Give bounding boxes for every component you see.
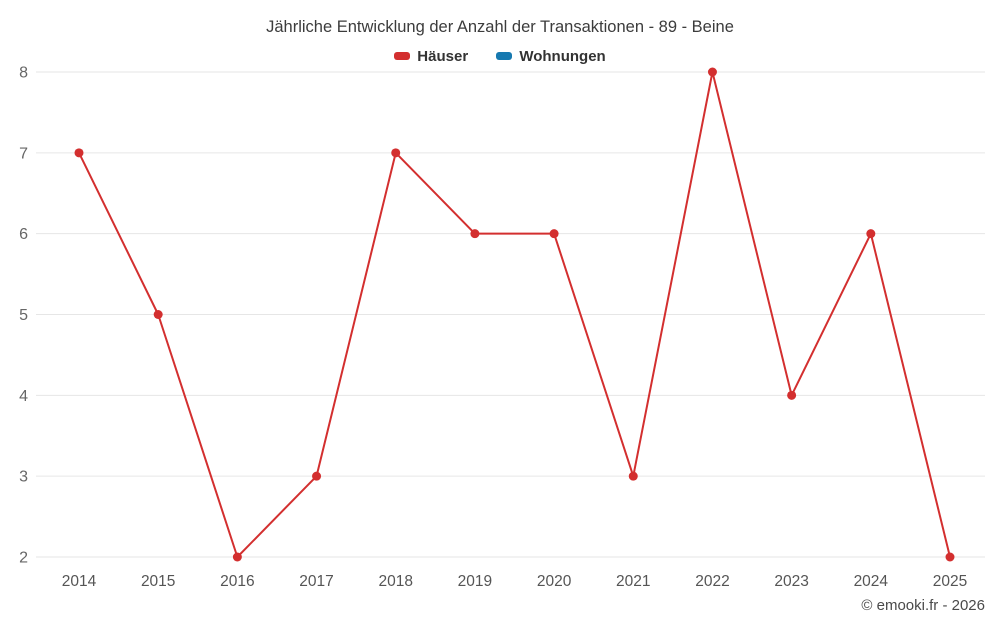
svg-text:2024: 2024 (854, 573, 889, 590)
chart-title: Jährliche Entwicklung der Anzahl der Tra… (266, 18, 734, 36)
legend-item-haeuser[interactable]: Häuser (394, 48, 468, 65)
svg-text:2: 2 (19, 550, 28, 567)
svg-text:2019: 2019 (458, 573, 492, 590)
svg-text:2018: 2018 (378, 573, 412, 590)
svg-text:2023: 2023 (774, 573, 808, 590)
svg-text:3: 3 (19, 469, 28, 486)
svg-text:2025: 2025 (933, 573, 967, 590)
legend-label-haeuser: Häuser (417, 47, 469, 65)
svg-text:7: 7 (19, 145, 28, 162)
legend-item-wohnungen[interactable]: Wohnungen (496, 47, 606, 65)
haeuser-series-marker (394, 52, 411, 60)
legend: Häuser Wohnungen (0, 47, 1000, 65)
copyright: © emooki.fr - 2026 (861, 597, 985, 614)
svg-text:8: 8 (19, 65, 28, 82)
svg-text:2022: 2022 (695, 573, 729, 590)
wohnungen-series-marker (496, 52, 513, 60)
svg-text:2021: 2021 (616, 573, 650, 590)
svg-text:5: 5 (19, 307, 28, 324)
svg-text:2016: 2016 (220, 573, 254, 590)
svg-text:2014: 2014 (62, 573, 97, 590)
svg-text:2020: 2020 (537, 573, 572, 590)
svg-text:2017: 2017 (299, 573, 333, 590)
legend-label-wohnungen: Wohnungen (519, 47, 606, 65)
svg-text:2015: 2015 (141, 573, 175, 590)
svg-text:6: 6 (19, 226, 28, 243)
svg-text:4: 4 (19, 388, 28, 405)
